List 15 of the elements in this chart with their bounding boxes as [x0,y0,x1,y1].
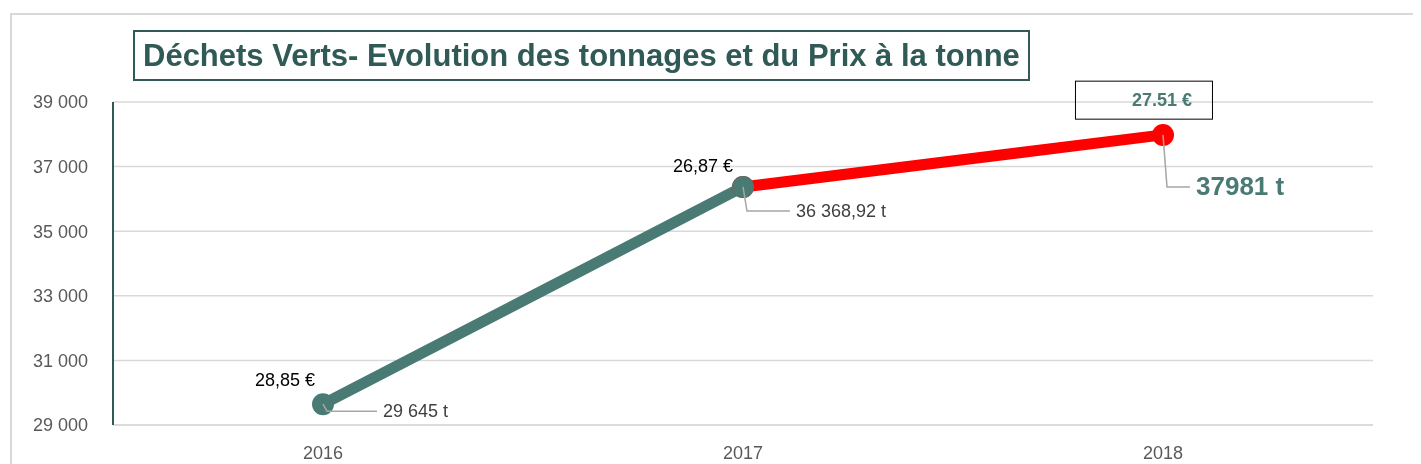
y-tick-label: 31 000 [32,350,88,371]
y-tick-label: 37 000 [32,156,88,177]
y-tick-label: 29 000 [32,415,88,436]
annotation: 26,87 € [672,155,734,177]
data-label: 37981 t [1196,170,1285,202]
data-label: 36 368,92 t [796,200,887,222]
y-tick-label: 35 000 [32,221,88,242]
x-tick-label: 2018 [1142,442,1184,463]
y-tick-label: 39 000 [32,92,88,113]
annotation: 28,85 € [254,369,316,391]
y-tick-label: 33 000 [32,286,88,307]
data-label: 29 645 t [383,400,449,422]
x-tick-label: 2017 [722,442,764,463]
x-tick-label: 2016 [302,442,344,463]
chart-title: Déchets Verts- Evolution des tonnages et du Prix à la tonne [133,30,1030,82]
